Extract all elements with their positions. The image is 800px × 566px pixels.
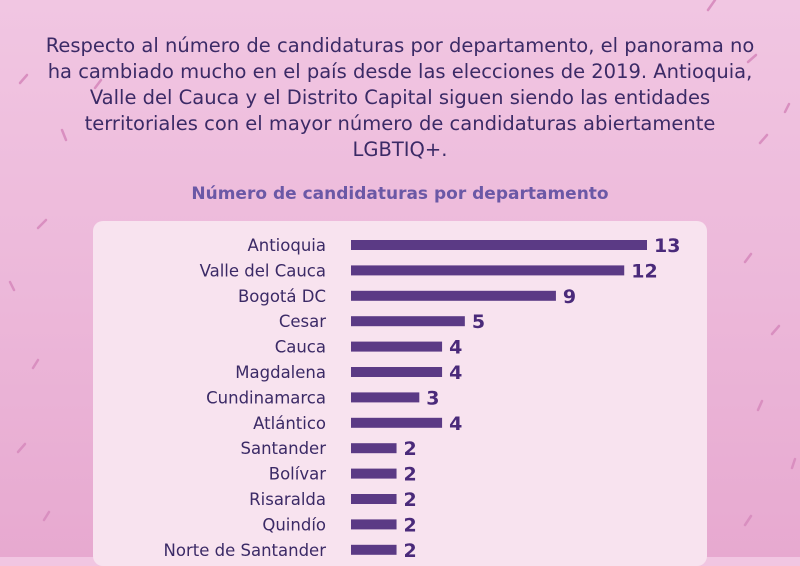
category-label: Santander xyxy=(241,439,327,458)
category-label: Risaralda xyxy=(249,490,326,509)
category-label: Quindío xyxy=(262,515,326,534)
category-label: Bogotá DC xyxy=(238,287,326,306)
category-label: Cesar xyxy=(279,312,326,331)
bar xyxy=(351,417,443,428)
bar xyxy=(351,544,397,555)
bar xyxy=(351,316,465,327)
category-label: Atlántico xyxy=(253,414,326,433)
bar xyxy=(351,290,556,301)
value-label: 2 xyxy=(404,489,417,511)
value-label: 4 xyxy=(449,413,462,435)
value-label: 12 xyxy=(631,260,657,282)
bar xyxy=(351,367,443,377)
bar xyxy=(351,443,397,454)
category-label: Cundinamarca xyxy=(206,388,326,407)
bar xyxy=(351,240,647,250)
category-label: Magdalena xyxy=(235,363,326,382)
chart-title: Número de candidaturas por departamento xyxy=(191,184,609,204)
value-label: 2 xyxy=(404,438,417,460)
value-label: 4 xyxy=(449,337,462,359)
value-label: 13 xyxy=(654,235,680,257)
category-label: Antioquia xyxy=(247,236,326,255)
category-label: Cauca xyxy=(275,338,326,357)
value-label: 2 xyxy=(404,514,417,536)
bar xyxy=(351,468,397,479)
category-label: Valle del Cauca xyxy=(200,261,326,280)
category-label: Norte de Santander xyxy=(164,541,327,557)
value-label: 9 xyxy=(563,286,576,308)
value-label: 4 xyxy=(449,362,462,384)
value-label: 2 xyxy=(404,464,417,486)
intro-paragraph: Respecto al número de candidaturas por d… xyxy=(45,34,755,161)
value-label: 5 xyxy=(472,311,485,333)
bar xyxy=(351,494,397,504)
bar xyxy=(351,341,443,352)
bar xyxy=(351,265,625,276)
value-label: 3 xyxy=(426,387,439,409)
bar xyxy=(351,392,420,403)
value-label: 2 xyxy=(404,540,417,557)
category-label: Bolívar xyxy=(269,465,326,484)
bar xyxy=(351,519,397,530)
